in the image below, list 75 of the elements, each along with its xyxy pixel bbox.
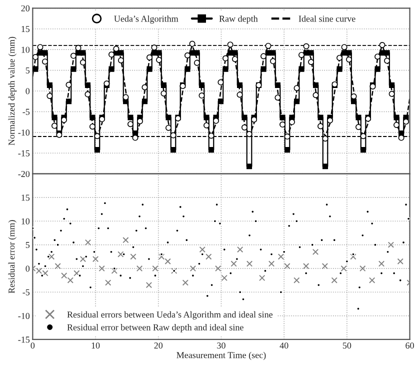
- legend-label: Residual errors between Ueda’s Algorithm and ideal sine: [67, 311, 273, 320]
- point: [182, 280, 188, 286]
- legend-label: Ueda’s Algorithm: [114, 15, 178, 24]
- legend-label: Ideal sine curve: [298, 15, 356, 22]
- point: [378, 260, 385, 267]
- point: [92, 256, 99, 262]
- y-axis-title: Residual error (mm): [8, 220, 16, 294]
- point: [278, 254, 284, 260]
- point: [98, 265, 105, 272]
- point: [397, 258, 404, 264]
- point: [74, 270, 80, 276]
- x-axis-title: Measurement Time (sec): [176, 352, 266, 360]
- y-tick-label: 15: [22, 26, 30, 32]
- point: [164, 258, 171, 264]
- point: [122, 236, 129, 244]
- point: [340, 265, 347, 272]
- point: [199, 246, 206, 253]
- point: [206, 254, 212, 260]
- y-tick-label: 5: [26, 242, 30, 248]
- point: [54, 263, 61, 270]
- point: [312, 248, 319, 255]
- y-tick-label: 0: [26, 88, 30, 94]
- point: [221, 274, 228, 282]
- y-tick-label: -15: [18, 150, 30, 156]
- point: [331, 277, 338, 284]
- point: [118, 251, 124, 258]
- x-tick-label: 40: [280, 342, 288, 349]
- point: [48, 254, 55, 260]
- point: [130, 254, 136, 260]
- point: [67, 277, 74, 284]
- point: [105, 280, 112, 286]
- point: [246, 260, 253, 267]
- y-tick-label: -5: [22, 289, 30, 296]
- legend-label: Residual error between Raw depth and ideal sine: [67, 324, 244, 332]
- point: [146, 282, 152, 288]
- point: [322, 263, 328, 270]
- point: [152, 265, 158, 272]
- point: [268, 260, 275, 267]
- point: [388, 242, 394, 248]
- x-tick-label: 0: [30, 342, 35, 349]
- point: [190, 265, 196, 272]
- point: [237, 246, 244, 253]
- y-tick-label: 20: [21, 5, 30, 12]
- point: [284, 263, 290, 270]
- point: [360, 265, 366, 272]
- point: [350, 254, 356, 260]
- y-tick-label: 5: [26, 68, 30, 74]
- point: [294, 277, 300, 284]
- y-tick-label: -5: [22, 108, 30, 115]
- y-axis-title: Normalized depth value (mm): [8, 36, 16, 146]
- y-tick-label: -20: [18, 170, 30, 178]
- point: [84, 239, 92, 246]
- x-tick-label: 60: [406, 342, 414, 349]
- y-tick-label: -10: [18, 312, 30, 320]
- point: [136, 265, 143, 272]
- y-tick-label: 15: [22, 194, 30, 201]
- y-tick-label: 0: [26, 266, 30, 272]
- y-tick-label: 10: [22, 46, 30, 53]
- point: [368, 277, 376, 284]
- x-tick-label: 20: [154, 342, 163, 349]
- point: [230, 260, 237, 267]
- point: [80, 256, 86, 262]
- x-tick-label: 50: [342, 342, 352, 349]
- y-tick-label: -10: [18, 130, 30, 136]
- x-tick-label: 30: [217, 342, 226, 349]
- point: [259, 274, 266, 282]
- point: [61, 272, 68, 279]
- point: [302, 263, 310, 270]
- y-tick-label: -15: [18, 336, 30, 343]
- point: [111, 268, 118, 274]
- x-tick-label: 10: [92, 342, 100, 349]
- point: [158, 254, 165, 260]
- point: [215, 265, 222, 272]
- y-tick-label: 10: [22, 218, 30, 224]
- legend-label: Raw depth: [219, 15, 258, 24]
